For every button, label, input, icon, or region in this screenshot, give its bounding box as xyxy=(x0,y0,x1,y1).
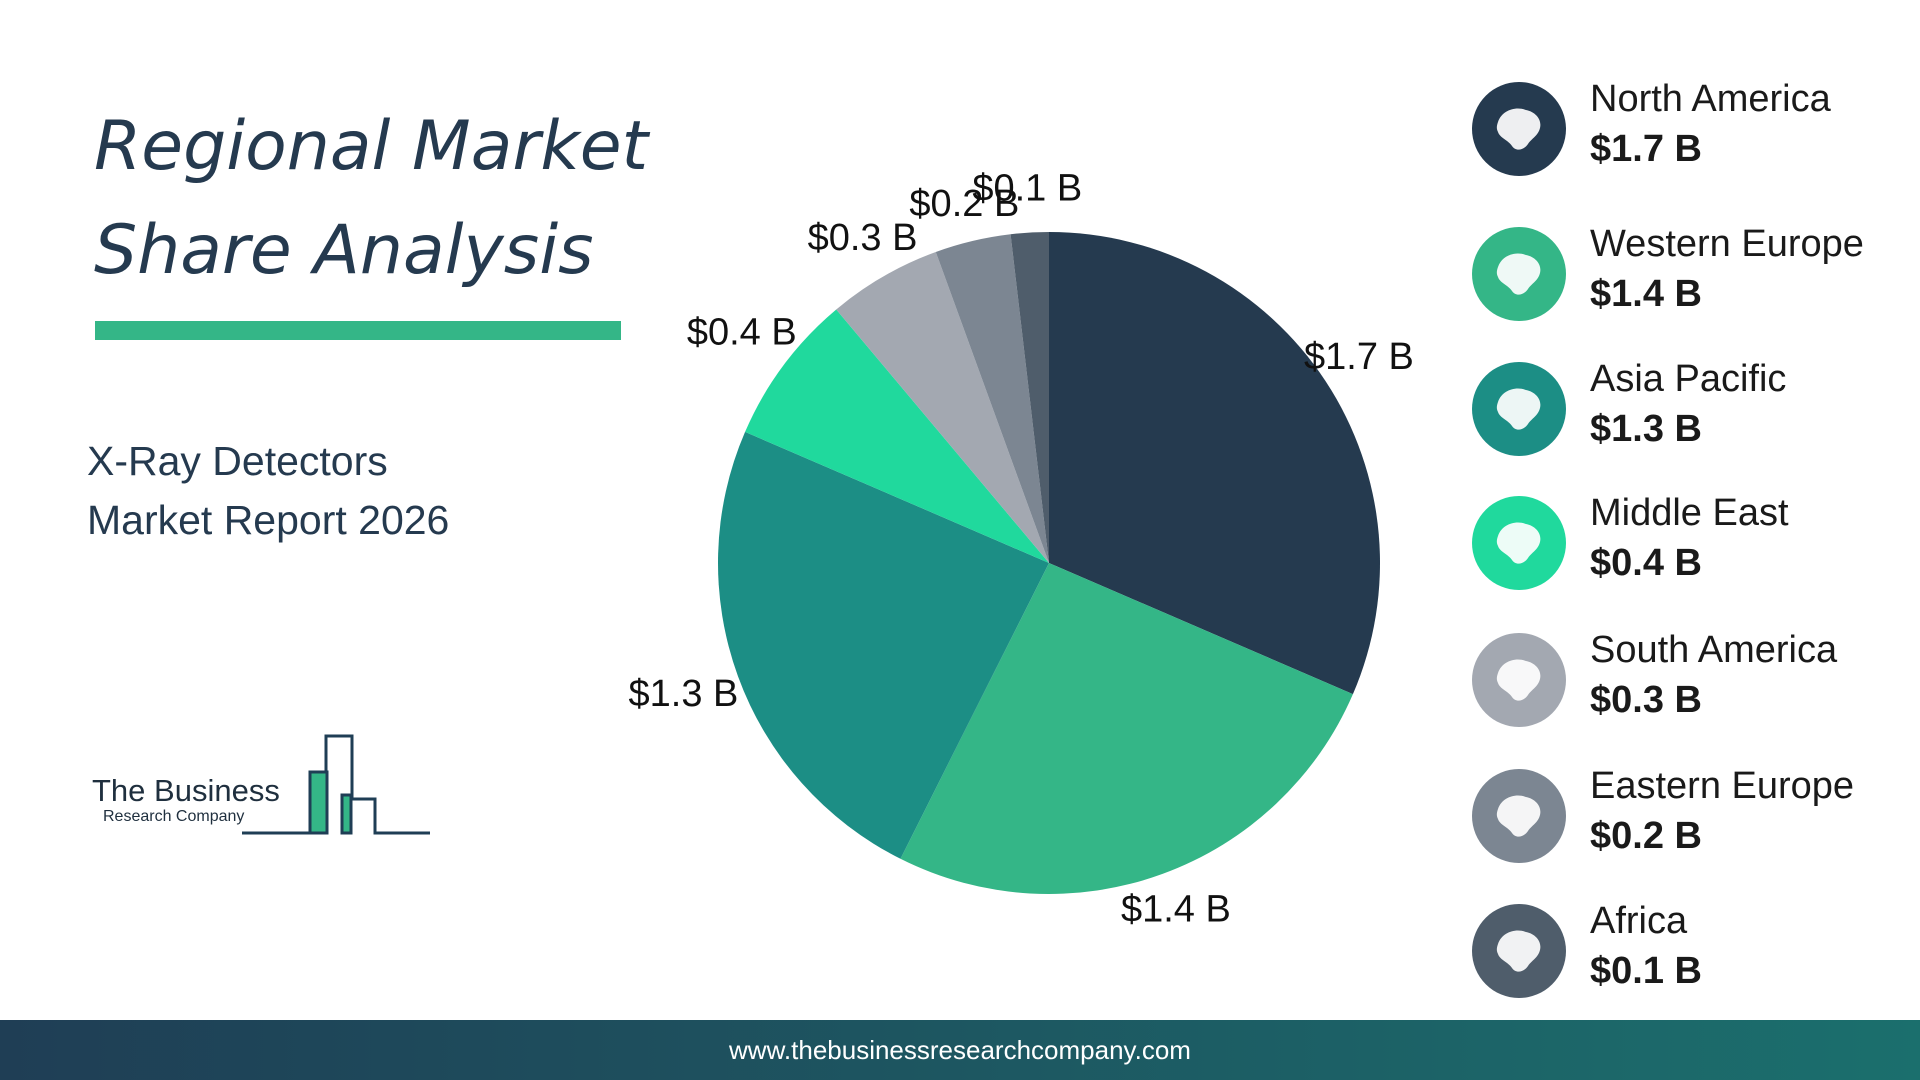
pie-slice-asia-pacific xyxy=(718,431,1049,859)
legend-item-asia-pacific: Asia Pacific $1.3 B xyxy=(1472,358,1912,468)
slice-label-south-america: $0.3 B xyxy=(808,217,918,259)
pie-slice-western-europe xyxy=(900,563,1353,894)
pie-slice-africa xyxy=(1010,232,1049,563)
subtitle-line-1: X-Ray Detectors xyxy=(87,438,388,484)
north-america-map-icon xyxy=(1472,82,1566,176)
logo-name: The Business xyxy=(92,773,280,808)
middle-east-map-icon xyxy=(1472,496,1566,590)
subtitle-line-2: Market Report 2026 xyxy=(87,497,450,543)
page-title: Regional Market Share Analysis xyxy=(94,95,648,303)
legend-item-north-america: North America $1.7 B xyxy=(1472,78,1912,188)
legend-value: $0.1 B xyxy=(1590,950,1702,992)
legend-name: Western Europe xyxy=(1590,223,1864,265)
legend-name: Middle East xyxy=(1590,492,1789,534)
legend-item-western-europe: Western Europe $1.4 B xyxy=(1472,223,1912,333)
legend-value: $0.4 B xyxy=(1590,542,1702,584)
pie-slice-north-america xyxy=(1049,232,1380,695)
title-underline xyxy=(95,321,621,340)
legend-value: $0.3 B xyxy=(1590,679,1702,721)
pie-slice-south-america xyxy=(836,251,1049,564)
company-logo: The Business Research Company xyxy=(92,731,437,839)
footer-bar: www.thebusinessresearchcompany.com xyxy=(0,1020,1920,1080)
legend-value: $0.2 B xyxy=(1590,815,1702,857)
asia-pacific-map-icon xyxy=(1472,362,1566,456)
legend-value: $1.3 B xyxy=(1590,408,1702,450)
slice-label-africa: $0.1 B xyxy=(972,168,1082,210)
logo-tagline: Research Company xyxy=(103,808,245,825)
pie-slice-eastern-europe xyxy=(935,234,1049,563)
slice-label-north-america: $1.7 B xyxy=(1304,336,1414,378)
slice-label-middle-east: $0.4 B xyxy=(687,311,797,353)
legend-name: North America xyxy=(1590,78,1831,120)
legend-item-africa: Africa $0.1 B xyxy=(1472,900,1912,1010)
report-subtitle: X-Ray Detectors Market Report 2026 xyxy=(87,432,449,550)
western-europe-map-icon xyxy=(1472,227,1566,321)
africa-map-icon xyxy=(1472,904,1566,998)
legend-name: Africa xyxy=(1590,900,1688,942)
logo-bars-graphic xyxy=(242,734,430,835)
title-line-1: Regional Market xyxy=(94,107,649,186)
legend-value: $1.7 B xyxy=(1590,128,1702,170)
legend-name: Eastern Europe xyxy=(1590,765,1855,807)
slice-label-western-europe: $1.4 B xyxy=(1121,889,1231,931)
legend-value: $1.4 B xyxy=(1590,273,1702,315)
slice-label-eastern-europe: $0.2 B xyxy=(909,183,1019,225)
legend-item-south-america: South America $0.3 B xyxy=(1472,629,1912,739)
pie-chart: $1.7 B $1.4 B $1.3 B $0.4 B $0.3 B$0.2 B$0.1… xyxy=(629,168,1414,931)
title-line-2: Share Analysis xyxy=(94,211,594,290)
legend-name: Asia Pacific xyxy=(1590,358,1787,400)
footer-url[interactable]: www.thebusinessresearchcompany.com xyxy=(729,1034,1191,1065)
slice-label-asia-pacific: $1.3 B xyxy=(629,673,739,715)
legend-item-eastern-europe: Eastern Europe $0.2 B xyxy=(1472,765,1912,875)
legend-item-middle-east: Middle East $0.4 B xyxy=(1472,492,1912,602)
eastern-europe-map-icon xyxy=(1472,769,1566,863)
south-america-map-icon xyxy=(1472,633,1566,727)
legend-name: South America xyxy=(1590,629,1838,671)
pie-slice-middle-east xyxy=(745,309,1049,563)
